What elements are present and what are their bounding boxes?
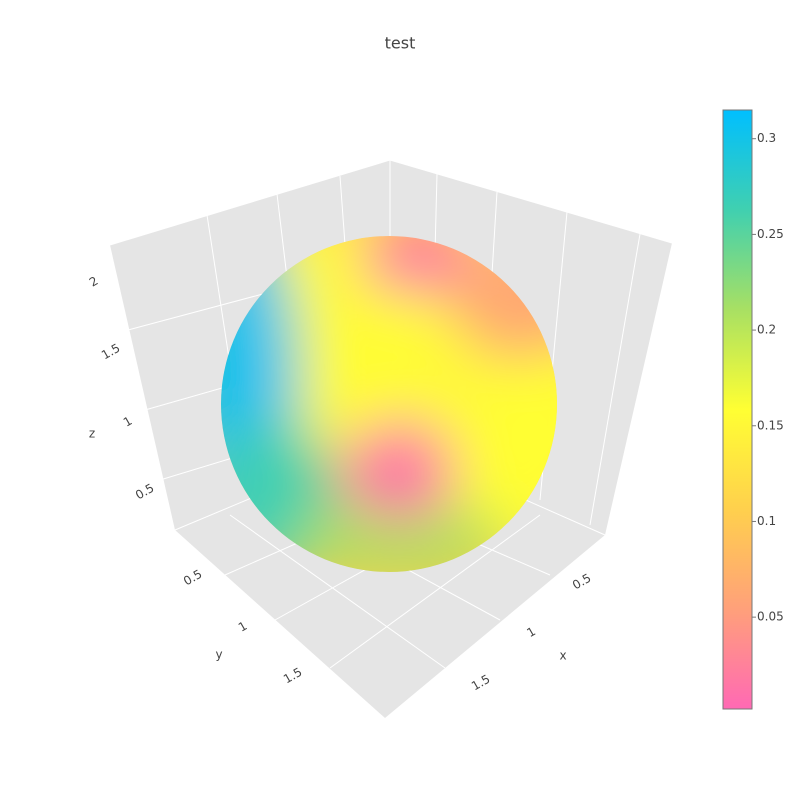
colorbar-tick-label: 0.25 xyxy=(757,227,784,241)
colorbar-tick-label: 0.3 xyxy=(757,131,776,145)
colorbar-tick-label: 0.2 xyxy=(757,323,776,337)
z-tick-label: 0.5 xyxy=(133,481,157,503)
chart-title: test xyxy=(385,34,416,53)
z-axis-title: z xyxy=(89,427,95,441)
x-tick-label: 0.5 xyxy=(570,571,594,593)
y-axis-title: y xyxy=(215,648,222,662)
colorbar-tick-label: 0.1 xyxy=(757,514,776,528)
x-tick-label: 1.5 xyxy=(469,672,493,694)
x-tick-label: 1 xyxy=(524,624,538,640)
z-tick-label: 1.5 xyxy=(99,341,123,363)
y-tick-label: 0.5 xyxy=(181,567,205,589)
colorbar-tick-label: 0.15 xyxy=(757,418,784,432)
z-tick-label: 2 xyxy=(87,274,101,290)
surface-patch xyxy=(345,420,455,520)
z-tick-label: 1 xyxy=(121,414,135,430)
colorbar-tick-label: 0.05 xyxy=(757,610,784,624)
x-axis-title: x xyxy=(559,649,566,663)
y-tick-label: 1 xyxy=(236,619,250,635)
y-tick-label: 1.5 xyxy=(281,665,305,687)
colorbar xyxy=(722,109,753,710)
